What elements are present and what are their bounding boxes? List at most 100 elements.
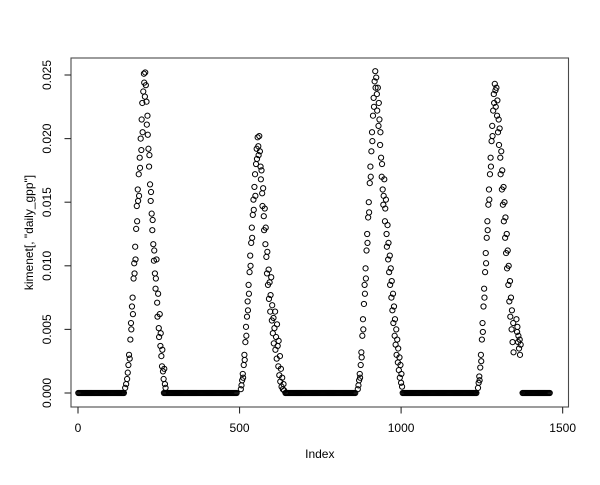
data-point xyxy=(277,365,285,372)
data-point xyxy=(131,270,138,277)
data-point xyxy=(248,224,255,231)
plot-box xyxy=(70,57,570,408)
y-tick-label: 0.000 xyxy=(40,378,54,408)
data-point xyxy=(367,173,374,180)
data-point xyxy=(257,176,264,183)
data-point xyxy=(144,112,151,119)
x-tick-label: 1000 xyxy=(388,421,415,435)
data-point xyxy=(385,256,392,263)
data-point xyxy=(388,277,395,285)
data-point xyxy=(368,148,375,155)
data-point xyxy=(161,365,168,372)
data-point xyxy=(142,82,149,89)
data-point xyxy=(271,308,279,315)
data-point xyxy=(372,84,379,91)
data-point xyxy=(482,269,489,276)
data-point xyxy=(366,180,373,187)
data-point xyxy=(384,221,391,229)
x-axis: 0 500 1000 1500 xyxy=(75,407,576,435)
data-point xyxy=(493,84,500,91)
data-point xyxy=(476,373,483,380)
data-point xyxy=(506,298,513,305)
y-tick-label: 0.005 xyxy=(40,314,54,344)
data-point xyxy=(502,234,509,241)
data-point xyxy=(362,275,369,282)
data-point xyxy=(136,164,144,171)
data-point xyxy=(388,294,395,301)
data-point xyxy=(155,290,162,297)
data-point xyxy=(243,313,251,320)
data-point xyxy=(145,163,153,170)
data-point xyxy=(135,171,142,178)
data-point xyxy=(370,94,377,101)
data-point xyxy=(249,234,256,241)
data-point xyxy=(494,97,501,104)
data-point xyxy=(151,247,158,254)
data-point xyxy=(237,386,244,393)
data-point xyxy=(276,353,284,360)
data-point xyxy=(387,265,394,272)
data-point xyxy=(481,294,488,301)
data-point xyxy=(360,326,367,333)
data-point xyxy=(147,197,154,205)
data-point xyxy=(515,345,523,352)
data-point xyxy=(480,303,487,310)
data-point xyxy=(152,285,159,292)
data-point xyxy=(364,239,371,247)
data-point xyxy=(508,307,516,314)
data-point xyxy=(390,319,397,327)
data-point xyxy=(260,185,267,192)
data-point xyxy=(489,122,496,129)
data-point xyxy=(492,103,499,110)
data-point xyxy=(374,84,381,91)
data-point xyxy=(379,186,386,193)
data-point xyxy=(495,116,502,123)
data-point xyxy=(275,337,282,344)
data-point xyxy=(139,129,146,136)
data-point xyxy=(159,346,166,353)
data-point xyxy=(247,252,254,259)
data-point xyxy=(358,354,365,361)
data-point xyxy=(127,336,134,343)
data-point xyxy=(374,107,381,114)
data-point xyxy=(244,298,251,305)
data-point xyxy=(498,148,505,155)
data-point xyxy=(370,103,378,110)
data-point xyxy=(376,141,384,149)
data-point xyxy=(155,325,162,332)
data-point xyxy=(494,129,502,136)
data-point xyxy=(394,336,401,343)
data-point xyxy=(143,121,150,128)
data-point xyxy=(477,351,485,358)
data-point xyxy=(361,290,369,297)
data-point xyxy=(149,227,156,234)
data-point xyxy=(382,205,389,212)
data-point xyxy=(517,341,524,348)
data-point xyxy=(255,152,262,159)
data-point xyxy=(486,171,494,178)
data-point xyxy=(398,379,405,386)
data-point xyxy=(483,234,490,241)
data-point xyxy=(396,354,403,361)
x-tick-label: 1500 xyxy=(549,421,576,435)
data-point xyxy=(132,256,139,263)
data-point xyxy=(127,319,135,327)
y-axis-label: kimenet[, "daily_gpp"] xyxy=(22,175,36,290)
data-point xyxy=(377,154,385,161)
data-point xyxy=(155,333,163,341)
data-point xyxy=(487,163,495,170)
data-point xyxy=(361,281,368,288)
data-point xyxy=(499,167,506,174)
data-point xyxy=(281,387,288,394)
data-point xyxy=(366,209,373,216)
data-point xyxy=(479,319,486,327)
data-point xyxy=(357,361,364,369)
data-point xyxy=(135,192,143,199)
zero-point xyxy=(233,389,240,397)
y-tick-label: 0.015 xyxy=(40,187,54,217)
data-point xyxy=(513,316,520,323)
data-point xyxy=(239,370,246,378)
data-point xyxy=(241,356,248,364)
data-point xyxy=(482,249,489,257)
data-point xyxy=(150,241,157,248)
